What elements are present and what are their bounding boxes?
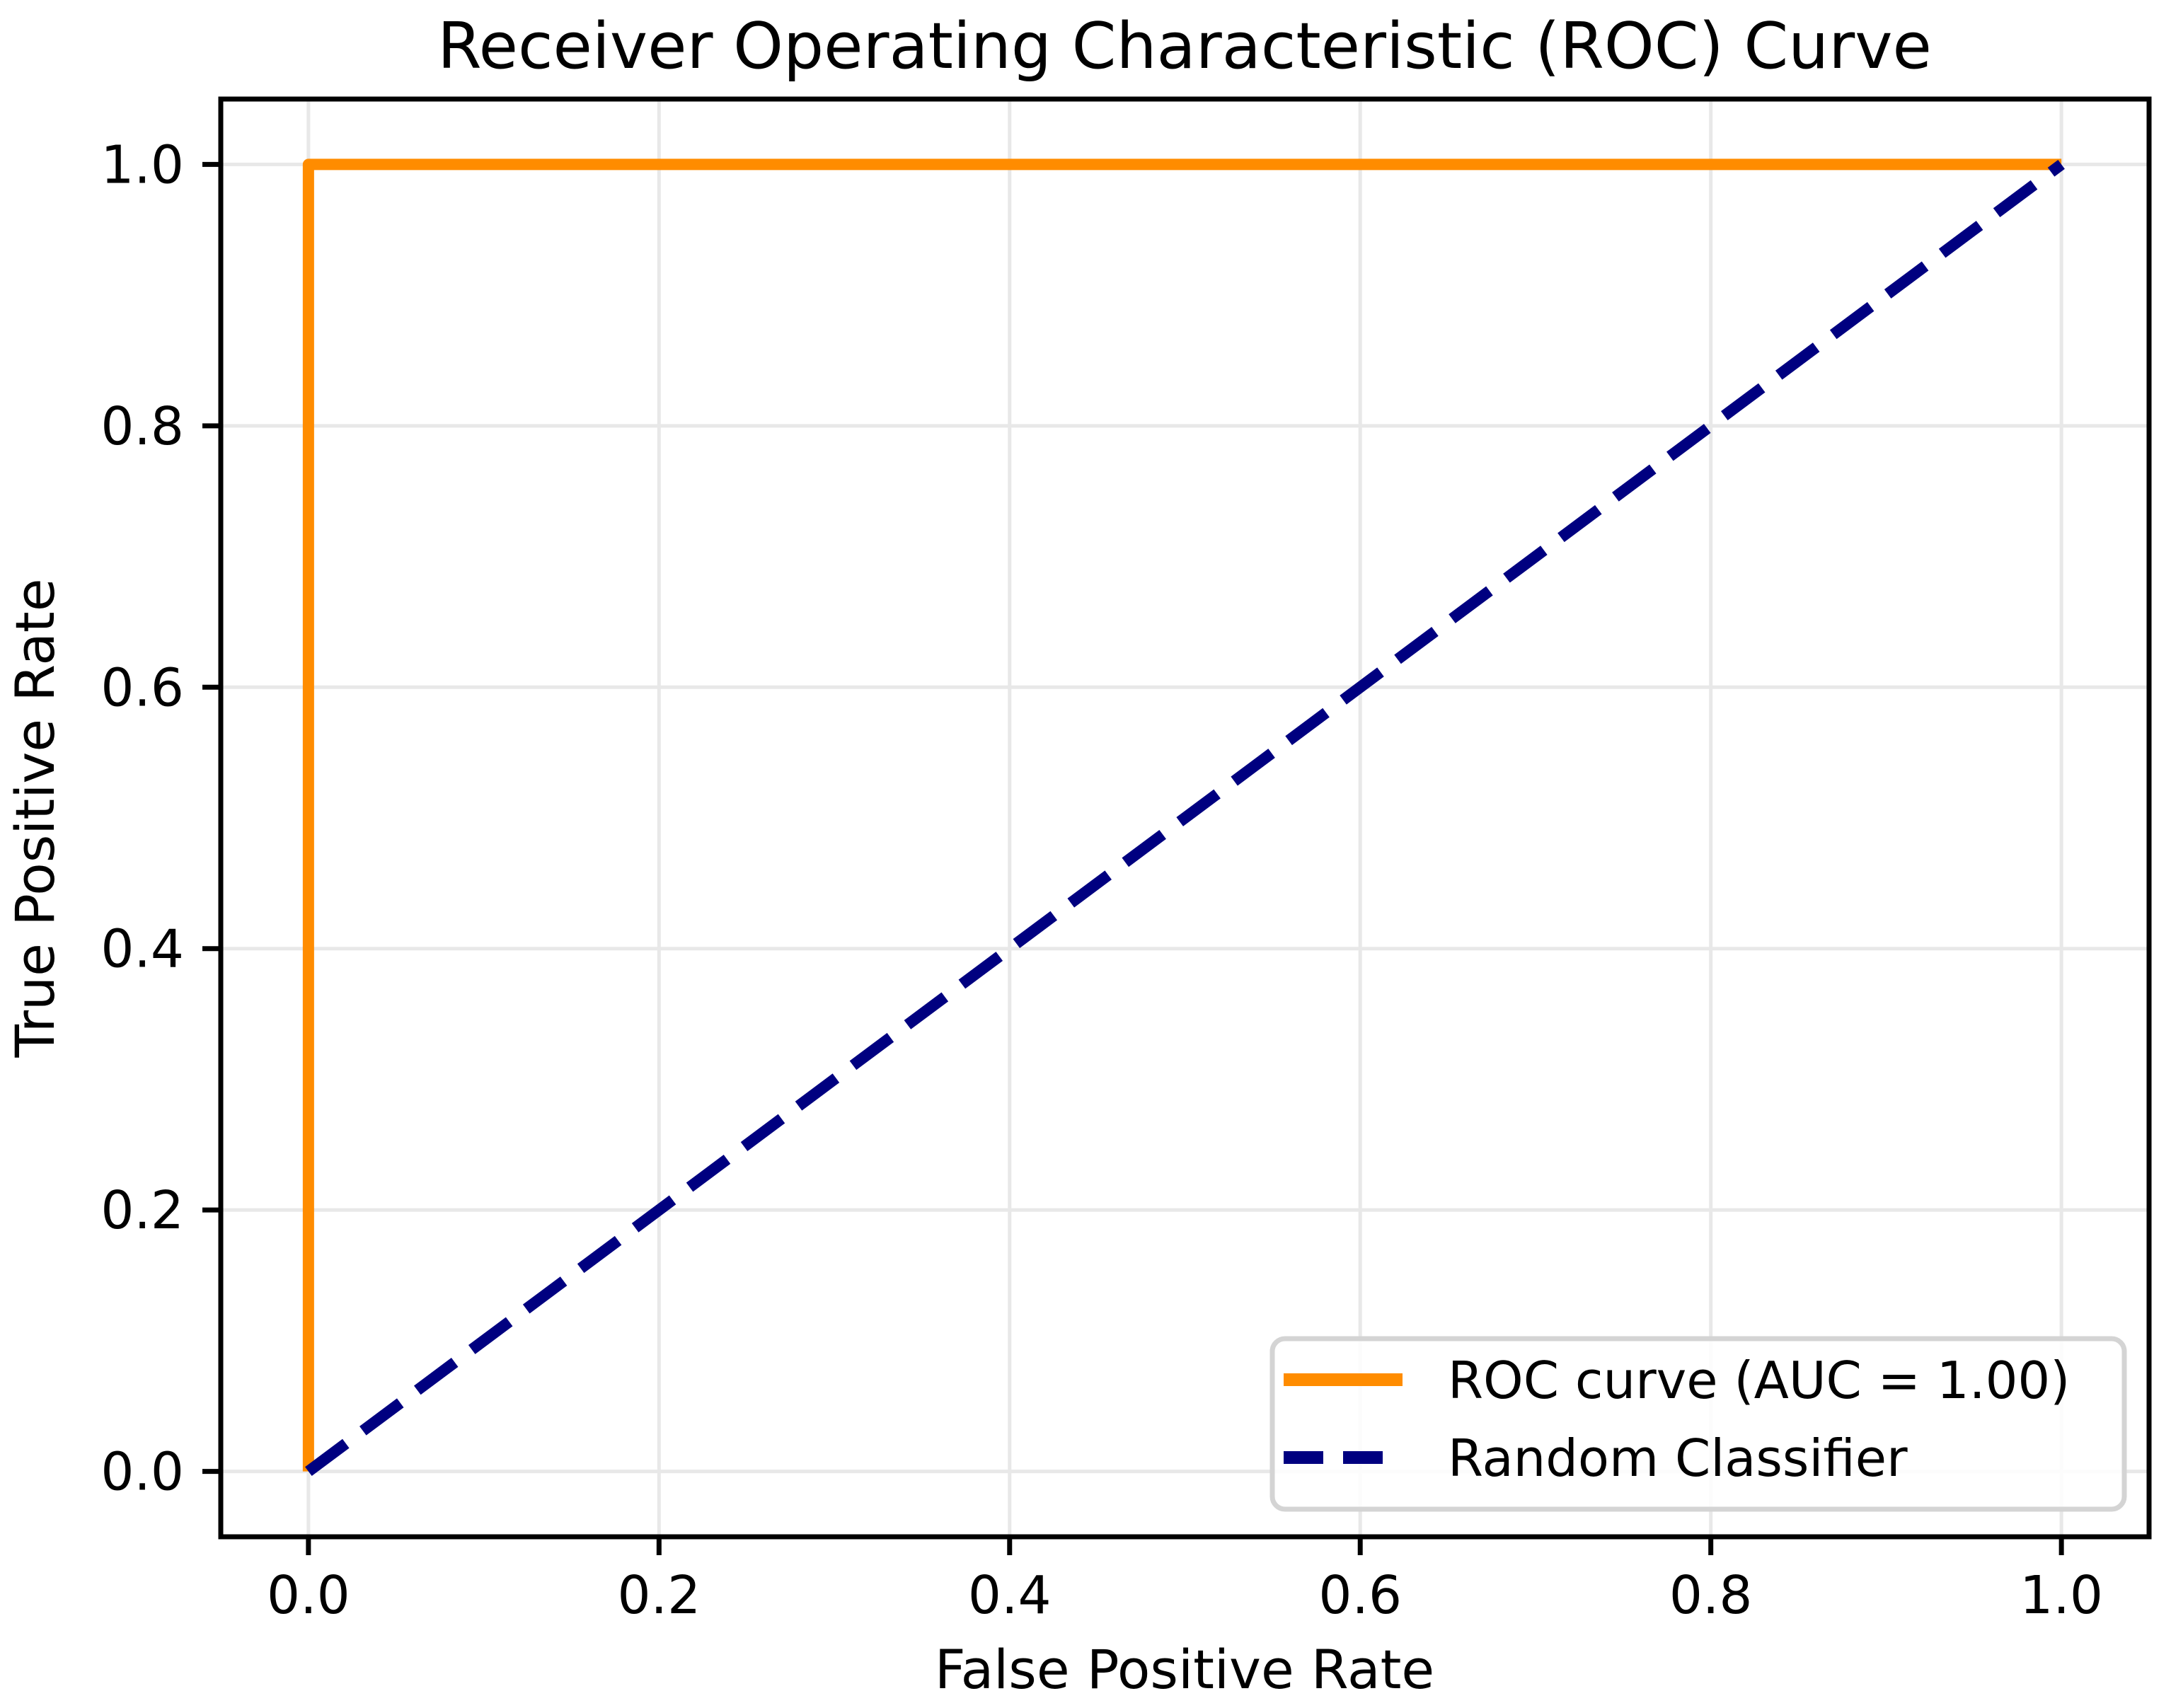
legend: ROC curve (AUC = 1.00) Random Classifier bbox=[1269, 1336, 2127, 1512]
tick-labels: 0.0 0.2 0.4 0.6 0.8 1.0 0.0 0.2 0.4 0.6 0.8 1.0 bbox=[100, 134, 2103, 1626]
plot-frame bbox=[218, 96, 2152, 1540]
y-tick-label: 0.6 bbox=[100, 657, 184, 718]
x-tick-label: 0.6 bbox=[1318, 1565, 1402, 1626]
roc-curve-line bbox=[302, 158, 2062, 1472]
x-axis-label: False Positive Rate bbox=[935, 1638, 1434, 1701]
data-series bbox=[302, 158, 2065, 1477]
legend-box bbox=[1269, 1336, 2127, 1512]
x-tick-label: 0.0 bbox=[267, 1565, 350, 1626]
chart-title: Receiver Operating Characteristic (ROC) … bbox=[437, 9, 1932, 83]
x-tick-label: 0.4 bbox=[968, 1565, 1052, 1626]
legend-label-random-classifier: Random Classifier bbox=[1448, 1429, 1908, 1488]
x-tick-label: 0.2 bbox=[617, 1565, 701, 1626]
y-axis-label: True Positive Rate bbox=[4, 579, 67, 1058]
y-tick-label: 1.0 bbox=[100, 134, 184, 195]
gridlines bbox=[221, 99, 2149, 1537]
x-tick-label: 0.8 bbox=[1669, 1565, 1753, 1626]
axis-ticks bbox=[202, 161, 2064, 1555]
y-tick-label: 0.0 bbox=[100, 1442, 184, 1503]
x-tick-label: 1.0 bbox=[2020, 1565, 2103, 1626]
y-tick-label: 0.4 bbox=[100, 919, 184, 980]
legend-label-roc-curve: ROC curve (AUC = 1.00) bbox=[1448, 1351, 2070, 1410]
y-tick-label: 0.8 bbox=[100, 396, 184, 457]
random-classifier-line bbox=[305, 159, 2065, 1477]
y-tick-label: 0.2 bbox=[100, 1180, 184, 1241]
